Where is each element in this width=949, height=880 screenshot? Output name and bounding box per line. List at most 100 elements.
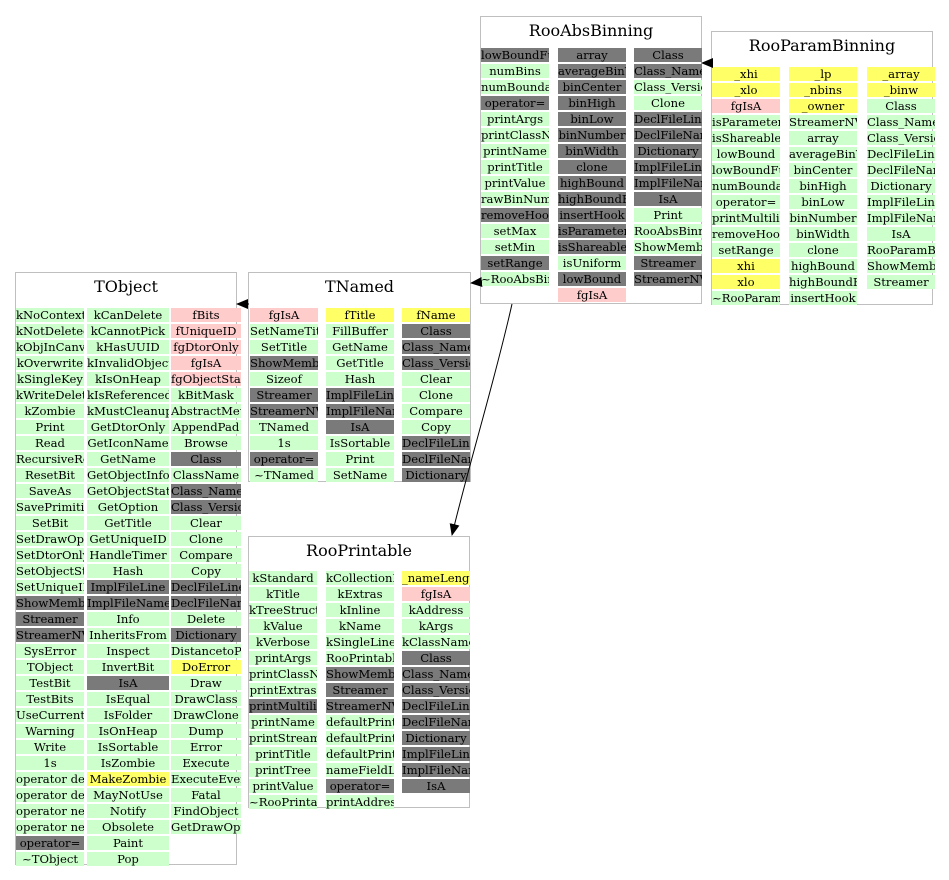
member-paint: Paint [87,836,169,850]
member-streamernvirtual: StreamerNVirtual [789,115,857,129]
member-owner: _owner [789,99,857,113]
member-averagebinwidth: averageBinWidth [789,147,857,161]
member-issortable: IsSortable [87,740,169,754]
member-tnamed: TNamed [250,420,318,434]
member-delete: Delete [171,612,241,626]
member-kname: kName [326,619,394,633]
member-fgisa: fgIsA [712,99,780,113]
member-testbits: TestBits [16,692,84,706]
member-class-version: Class_Version [402,356,470,370]
member-class: Class [402,324,470,338]
member-1s: 1s [250,436,318,450]
member-getuniqueid: GetUniqueID [87,532,169,546]
member-fgisa: fgIsA [402,587,470,601]
member-kisonheap: kIsOnHeap [87,372,169,386]
member-isa: IsA [634,192,702,206]
member-xhi: _xhi [712,67,780,81]
member-printvalue: printValue [249,779,317,793]
member-print: Print [634,208,702,222]
member-fgdtoronly: fgDtorOnly [171,340,241,354]
member-class: Class [867,99,935,113]
member-implfileline: ImplFileLine [867,195,935,209]
member-rooabsbinning: ~RooAbsBinning [481,272,549,286]
member-declfilename: DeclFileName [402,715,470,729]
member-highboundfunc: highBoundFunc [558,192,626,206]
member-printmultiline: printMultiline [712,211,780,225]
member-binw: _binw [867,83,935,97]
member-isshareable: isShareable [558,240,626,254]
member-rooprintable: ~RooPrintable [249,795,317,809]
member-setdrawoption: SetDrawOption [16,532,84,546]
member-printmultiline: printMultiline [249,699,317,713]
member-kcannotpick: kCannotPick [87,324,169,338]
member-copy: Copy [402,420,470,434]
member-declfilename: DeclFileName [867,163,935,177]
member-implfileline: ImplFileLine [326,388,394,402]
member-rooprintable: RooPrintable [326,651,394,665]
member-declfilename: DeclFileName [402,452,470,466]
member-printclassname: printClassName [249,667,317,681]
member-findobject: FindObject [171,804,241,818]
member-streamer: Streamer [634,256,702,270]
member-info: Info [87,612,169,626]
member-isfolder: IsFolder [87,708,169,722]
member-operator: operator= [712,195,780,209]
member-pop: Pop [87,852,169,866]
edge-rooabsbinning-to-tnamed [470,277,483,287]
class-title: RooPrintable [306,541,412,560]
member-inserthook: insertHook [558,208,626,222]
member-isa: IsA [867,227,935,241]
member-removehook: removeHook [712,227,780,241]
member-class-version: Class_Version [867,131,935,145]
member-kcandelete: kCanDelete [87,308,169,322]
member-invertbit: InvertBit [87,660,169,674]
member-isa: IsA [402,779,470,793]
member-array: array [558,48,626,62]
member-drawclass: DrawClass [171,692,241,706]
member-printtree: printTree [249,763,317,777]
member-obsolete: Obsolete [87,820,169,834]
member-streamer: Streamer [867,275,935,289]
member-setrange: setRange [712,243,780,257]
member-declfilename: DeclFileName [171,596,241,610]
class-title: RooAbsBinning [528,21,654,40]
member-usecurrentstyle: UseCurrentStyle [16,708,84,722]
member-operator-delete: operator delete[] [16,788,84,802]
member-streamer: Streamer [250,388,318,402]
member-setdtoronly: SetDtorOnly [16,548,84,562]
member-streamernvirtual: StreamerNVirtual [250,404,318,418]
member-numboundaries: numBoundaries [712,179,780,193]
member-tobject: ~TObject [16,852,84,866]
member-ktreestructure: kTreeStructure [249,603,317,617]
member-highbound: highBound [789,259,857,273]
member-koverwrite: kOverwrite [16,356,84,370]
member-printtitle: printTitle [481,160,549,174]
member-print: Print [326,452,394,466]
member-fname: fName [402,308,470,322]
member-recursiveremove: RecursiveRemove [16,452,84,466]
member-showmembers: ShowMembers [326,667,394,681]
member-kclassname: kClassName [402,635,470,649]
member-funiqueid: fUniqueID [171,324,241,338]
member-kwritedelete: kWriteDelete [16,388,84,402]
member-drawclone: DrawClone [171,708,241,722]
member-isequal: IsEqual [87,692,169,706]
member-browse: Browse [171,436,241,450]
member-issortable: IsSortable [326,436,394,450]
member-showmembers: ShowMembers [16,596,84,610]
member-showmembers: ShowMembers [867,259,935,273]
member-showmembers: ShowMembers [634,240,702,254]
member-namelength: _nameLength [402,571,470,585]
member-error: Error [171,740,241,754]
member-implfilename: ImplFileName [402,763,470,777]
member-class: Class [171,452,241,466]
member-array: array [789,131,857,145]
member-fgisa: fgIsA [250,308,318,322]
member-getdrawoption: GetDrawOption [171,820,241,834]
member-streamernvirtual: StreamerNVirtual [634,272,702,286]
member-printclassname: printClassName [481,128,549,142]
member-inspect: Inspect [87,644,169,658]
member-hash: Hash [87,564,169,578]
member-declfilename: DeclFileName [634,128,702,142]
member-kextras: kExtras [326,587,394,601]
